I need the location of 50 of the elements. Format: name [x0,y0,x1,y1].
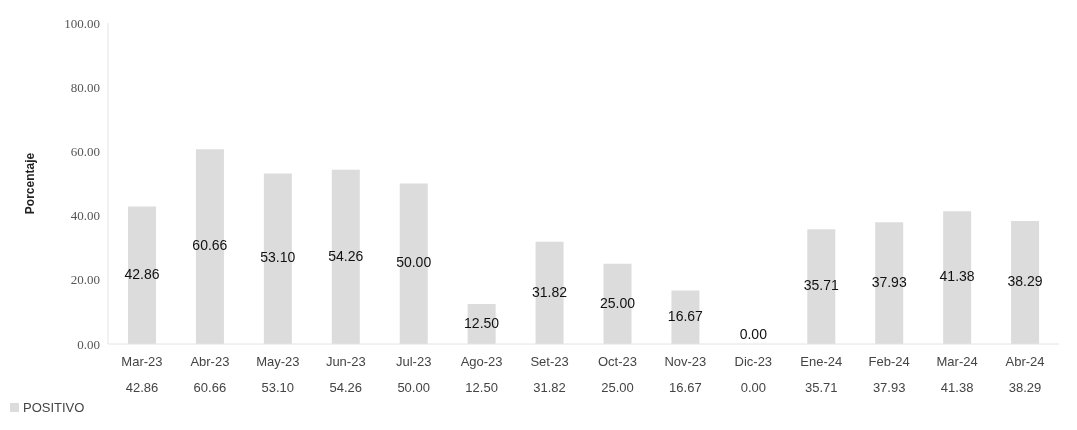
data-label: 41.38 [940,380,974,395]
data-label: 16.67 [669,380,702,395]
data-label: 12.50 [465,380,498,395]
text: 12.50 [464,314,500,331]
x-tick-label: Jul-23 [395,354,432,369]
data-label: 38.29 [1008,380,1042,395]
data-label: 60.66 [193,380,227,395]
text: 16.67 [667,307,703,324]
data-label: 54.26 [329,380,363,395]
y-tick-label: 80.00 [70,79,100,95]
x-tick-label: May-23 [256,354,300,369]
x-tick-label: Ene-24 [800,354,843,369]
x-tick-label: Oct-23 [597,354,637,369]
y-tick-label: 100.00 [64,15,100,31]
x-tick-label: Ago-23 [460,354,503,369]
x-tick-label: Set-23 [530,354,569,369]
text: 31.82 [532,283,568,300]
text: 35.71 [803,277,839,294]
y-tick-label: 20.00 [70,272,100,288]
x-tick-label: Jun-23 [325,354,366,369]
x-tick-label: Nov-23 [664,354,707,369]
text: 60.66 [192,237,228,254]
text: 42.86 [124,265,160,282]
text: 37.93 [871,273,907,290]
x-tick-label: Feb-24 [868,354,910,369]
data-label: 0.00 [740,380,766,395]
data-label: 37.93 [872,380,906,395]
x-tick-label: Abr-23 [190,354,230,369]
y-tick-label: 0.00 [77,336,100,352]
data-label: 50.00 [397,380,430,395]
x-tick-label: Dic-23 [734,354,773,369]
text: 53.10 [260,249,296,266]
text: 0.00 [739,325,767,342]
y-tick-label: 60.00 [70,144,100,160]
x-tick-label: Abr-24 [1005,354,1045,369]
data-label: 31.82 [533,380,566,395]
data-label: 42.86 [125,380,159,395]
legend-label: POSITIVO [23,399,85,415]
data-label: 35.71 [804,380,838,395]
text: 41.38 [939,268,975,285]
x-tick-label: Mar-24 [936,354,978,369]
text: 54.26 [328,247,364,264]
text: 50.00 [396,254,432,271]
data-label: 53.10 [261,380,295,395]
x-tick-label: Mar-23 [121,354,163,369]
data-label: 25.00 [601,380,634,395]
text: 38.29 [1007,273,1043,290]
y-axis-title: Porcentaje [23,152,38,215]
text: 25.00 [599,294,635,311]
y-tick-label: 40.00 [70,208,100,224]
